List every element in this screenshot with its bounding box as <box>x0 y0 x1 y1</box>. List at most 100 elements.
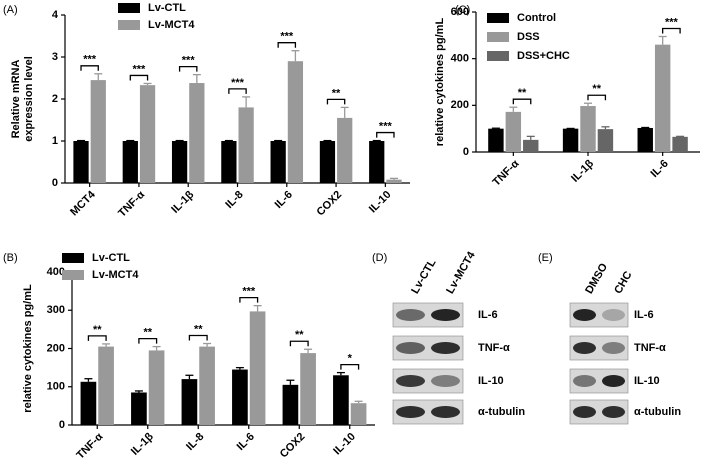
bar <box>73 141 88 183</box>
error-bar <box>102 344 110 347</box>
error-bar <box>153 347 161 351</box>
error-bar <box>286 380 294 385</box>
y-tick-label: 200 <box>47 342 65 354</box>
significance-bracket <box>663 29 680 34</box>
legend-label: DSS+CHC <box>517 50 570 62</box>
x-tick-label: IL-1β <box>169 188 196 215</box>
bar <box>655 45 670 152</box>
legend-swatch <box>487 51 509 61</box>
significance-bracket <box>513 99 530 104</box>
y-tick-label: 100 <box>47 381 65 393</box>
significance-bracket <box>189 336 207 341</box>
panel-label: (A) <box>3 4 18 16</box>
x-tick-label: IL-6 <box>649 158 671 180</box>
bar <box>221 141 236 183</box>
bar <box>386 180 401 183</box>
error-bar <box>527 136 535 140</box>
panel-label: (B) <box>3 252 18 264</box>
significance-bracket <box>377 133 394 138</box>
error-bar <box>254 306 262 312</box>
x-tick-label: IL-8 <box>184 431 206 453</box>
significance-label: *** <box>665 16 679 28</box>
y-axis-label: relative cytokines pg/mL <box>434 18 446 147</box>
blot-band <box>602 375 625 387</box>
legend-swatch <box>62 270 84 280</box>
legend-swatch <box>118 3 140 13</box>
panel-label: (E) <box>538 252 553 264</box>
error-bar <box>193 75 201 83</box>
error-bar <box>236 368 244 370</box>
bar <box>81 382 97 425</box>
row-label: α-tubulin <box>478 406 525 418</box>
bar <box>149 350 165 425</box>
bar <box>98 347 114 425</box>
significance-label: ** <box>143 326 152 338</box>
bar <box>250 311 266 425</box>
x-tick-label: IL-10 <box>331 431 358 458</box>
significance-bracket <box>588 95 605 100</box>
bar <box>598 129 613 152</box>
row-label: IL-6 <box>478 309 498 321</box>
legend-label: Lv-MCT4 <box>92 269 139 281</box>
y-axis-label: relative cytokines pg/mL <box>22 284 34 413</box>
blot-band <box>431 375 460 387</box>
bar <box>288 61 303 183</box>
error-bar <box>291 51 299 62</box>
significance-label: *** <box>280 31 294 43</box>
x-tick-label: TNF-α <box>116 189 147 220</box>
x-tick-label: MCT4 <box>68 188 98 218</box>
bar <box>351 403 367 425</box>
error-bar <box>341 107 349 118</box>
significance-label: *** <box>231 77 245 89</box>
y-tick-label: 600 <box>451 6 469 18</box>
error-bar <box>94 74 102 80</box>
bar <box>369 141 384 183</box>
significance-label: *** <box>182 55 196 67</box>
significance-label: *** <box>242 286 256 298</box>
blot-band <box>573 406 596 418</box>
significance-label: ** <box>295 329 304 341</box>
blot-band <box>396 375 425 387</box>
significance-label: *** <box>83 54 97 66</box>
legend-label: DSS <box>517 31 540 43</box>
bar <box>172 141 187 183</box>
blot-band <box>431 406 460 418</box>
row-label: IL-10 <box>478 375 504 387</box>
blot-band <box>431 309 460 321</box>
blot-band <box>396 406 425 418</box>
bar <box>320 141 335 183</box>
error-bar <box>509 107 517 112</box>
y-tick-label: 0 <box>463 146 469 158</box>
error-bar <box>601 127 609 129</box>
x-tick-label: IL-6 <box>235 431 257 453</box>
significance-label: ** <box>194 323 203 335</box>
x-tick-label: IL-1β <box>569 157 596 184</box>
panel-label: (D) <box>372 252 387 264</box>
x-tick-label: IL-10 <box>367 189 394 216</box>
x-tick-label: COX2 <box>278 431 308 461</box>
lane-label: Lv-MCT4 <box>444 249 478 296</box>
row-label: IL-6 <box>634 309 654 321</box>
x-tick-label: IL-1β <box>129 430 156 457</box>
bar <box>189 83 204 183</box>
error-bar <box>659 37 667 45</box>
significance-bracket <box>341 365 359 370</box>
row-label: α-tubulin <box>634 406 681 418</box>
blot-band <box>573 375 596 387</box>
significance-bracket <box>327 99 344 104</box>
y-tick-label: 1 <box>52 135 58 147</box>
significance-bracket <box>180 67 197 72</box>
significance-bracket <box>240 298 258 303</box>
bar <box>488 129 503 152</box>
y-tick-label: 200 <box>451 99 469 111</box>
blot-band <box>573 342 596 354</box>
lane-label: CHC <box>612 269 634 296</box>
y-tick-label: 0 <box>59 419 65 431</box>
bar <box>506 112 521 152</box>
error-bar <box>584 103 592 106</box>
significance-bracket <box>81 66 98 71</box>
y-tick-label: 4 <box>52 9 59 21</box>
y-tick-label: 3 <box>52 51 58 63</box>
y-tick-label: 400 <box>451 53 469 65</box>
bar <box>300 353 316 425</box>
